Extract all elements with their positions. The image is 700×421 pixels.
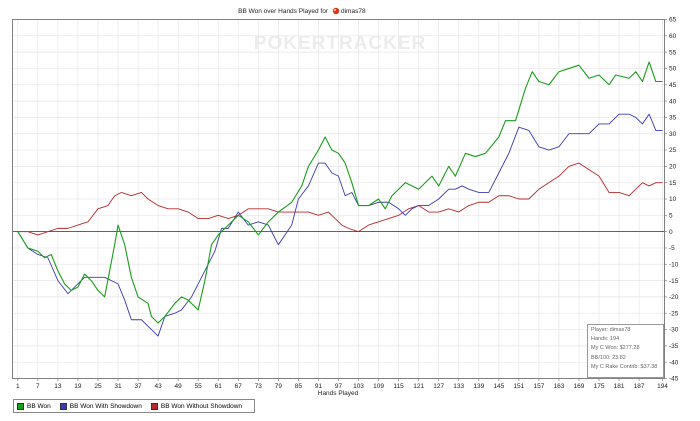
y-tick-label: -10	[669, 261, 679, 268]
x-tick-label: 109	[373, 383, 384, 390]
x-tick-label: 115	[393, 383, 404, 390]
y-tick-label: 20	[669, 164, 677, 171]
x-tick-label: 73	[255, 383, 263, 390]
x-tick-label: 151	[513, 383, 524, 390]
poker-site-icon-highlight	[333, 8, 337, 12]
stats-won: My C Won: $277.28	[591, 345, 640, 352]
y-tick-label: 5	[669, 213, 673, 220]
poker-site-icon	[332, 7, 340, 15]
series-line-bb-won-without-showdown	[17, 162, 663, 236]
x-tick-label: 43	[154, 383, 162, 390]
x-tick-label: 181	[614, 383, 625, 390]
legend: BB Won BB Won With Showdown BB Won Witho…	[13, 399, 256, 413]
chart-title-player: dimas78	[341, 8, 366, 15]
legend-item-bb-won[interactable]: BB Won	[17, 402, 51, 410]
stats-panel: Player: dimas78 Hands: 194 My C Won: $27…	[587, 324, 664, 378]
x-tick-label: 139	[473, 383, 484, 390]
y-tick-label: -30	[669, 327, 679, 334]
y-tick-label: 60	[669, 33, 677, 40]
x-tick-label: 25	[94, 383, 102, 390]
y-tick-label: 0	[669, 229, 673, 236]
x-tick-label: 1	[16, 383, 20, 390]
legend-label: BB Won Without Showdown	[160, 402, 243, 410]
x-tick-label: 31	[114, 383, 122, 390]
legend-swatch-bb-won	[17, 402, 24, 410]
legend-item-bb-won-without-showdown[interactable]: BB Won Without Showdown	[150, 402, 243, 410]
x-tick-label: 13	[54, 383, 62, 390]
axis-ticks: -45 -40 -35 -30 -25 -20 -15 -10 -5 0 5 10 15 20 25 30 35…	[16, 17, 679, 390]
x-tick-label: 163	[554, 383, 565, 390]
y-tick-label: 30	[669, 131, 677, 138]
y-tick-label: 10	[669, 196, 677, 203]
y-tick-label: 25	[669, 147, 677, 154]
y-tick-label: -40	[669, 359, 679, 366]
series-line-bb-won	[17, 61, 663, 324]
x-tick-label: 37	[134, 383, 142, 390]
series-lines	[17, 61, 663, 337]
x-tick-label: 91	[315, 383, 323, 390]
x-tick-label: 175	[594, 383, 605, 390]
x-tick-label: 127	[433, 383, 444, 390]
legend-label: BB Won With Showdown	[69, 402, 142, 410]
x-tick-label: 55	[195, 383, 203, 390]
legend-swatch-bb-won-without-showdown	[150, 402, 158, 410]
stats-rake: My C Rake Contrib: $37.38	[591, 363, 658, 370]
y-tick-label: -25	[669, 310, 679, 317]
x-axis-label: Hands Played	[318, 390, 359, 397]
y-tick-label: 40	[669, 98, 677, 105]
x-tick-label: 133	[453, 383, 464, 390]
x-tick-label: 79	[275, 383, 283, 390]
x-tick-label: 121	[413, 383, 424, 390]
y-tick-label: -35	[669, 343, 679, 350]
chart-title-text: BB Won over Hands Played for	[238, 8, 329, 15]
y-tick-label: -15	[669, 278, 679, 285]
x-tick-label: 7	[36, 383, 40, 390]
x-tick-label: 169	[574, 383, 585, 390]
x-tick-label: 103	[353, 383, 364, 390]
grid	[13, 19, 664, 379]
y-tick-label: 55	[669, 49, 677, 56]
x-tick-label: 19	[74, 383, 82, 390]
x-tick-label: 157	[533, 383, 544, 390]
y-tick-label: 45	[669, 82, 677, 89]
series-line-bb-won-with-showdown	[17, 113, 663, 337]
y-tick-label: -20	[669, 294, 679, 301]
x-tick-label: 67	[235, 383, 243, 390]
stats-bb100: BB/100: 23.82	[591, 354, 626, 361]
legend-label: BB Won	[27, 402, 51, 410]
y-tick-label: 15	[669, 180, 677, 187]
x-tick-label: 61	[215, 383, 223, 390]
x-tick-label: 194	[657, 383, 668, 390]
x-tick-label: 85	[295, 383, 303, 390]
stats-player: Player: dimas78	[591, 327, 631, 333]
y-tick-label: -45	[669, 376, 679, 383]
y-tick-label: 35	[669, 115, 677, 122]
x-tick-label: 97	[335, 383, 343, 390]
legend-swatch-bb-won-with-showdown	[59, 402, 67, 410]
y-tick-label: 50	[669, 66, 677, 73]
legend-item-bb-won-with-showdown[interactable]: BB Won With Showdown	[59, 402, 142, 410]
x-tick-label: 187	[634, 383, 645, 390]
stats-hands: Hands: 194	[591, 336, 620, 343]
y-tick-label: 65	[669, 17, 677, 24]
y-tick-label: -5	[669, 245, 675, 252]
x-tick-label: 49	[175, 383, 183, 390]
chart-title: BB Won over Hands Played for dimas78	[238, 7, 366, 15]
watermark: POKERTRACKER	[254, 33, 426, 54]
x-tick-label: 145	[493, 383, 504, 390]
